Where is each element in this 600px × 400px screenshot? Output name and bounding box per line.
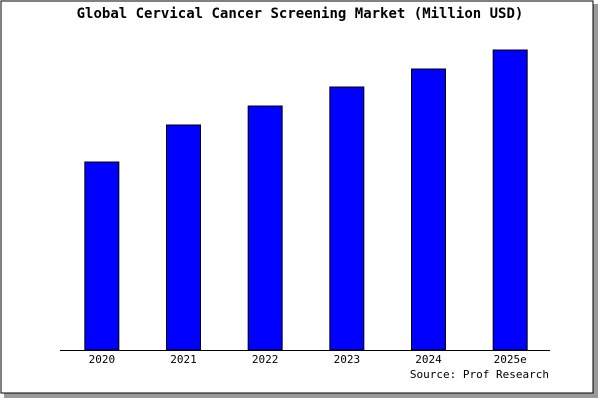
x-tick-label: 2023 [334, 353, 361, 366]
x-tick-label: 2022 [252, 353, 279, 366]
bar [329, 86, 365, 351]
x-tick-label: 2025e [494, 353, 527, 366]
bar [247, 105, 283, 351]
source: Source: Prof Research [410, 368, 549, 381]
x-tick-label: 2024 [415, 353, 442, 366]
chart-title: Global Cervical Cancer Screening Market … [77, 6, 524, 22]
bar [411, 68, 446, 351]
bar [166, 124, 201, 351]
x-tick-label: 2020 [89, 353, 116, 366]
bar [84, 161, 120, 351]
bar [492, 49, 528, 351]
x-tick-label: 2021 [170, 353, 197, 366]
